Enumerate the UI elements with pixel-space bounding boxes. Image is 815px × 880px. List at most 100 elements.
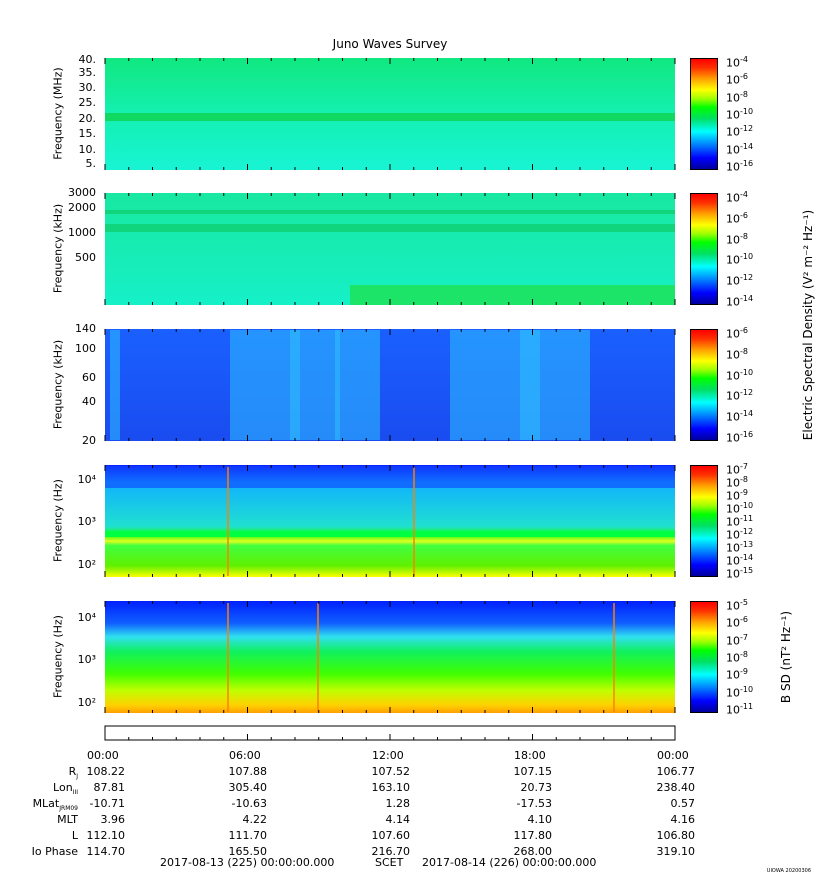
time-label: 00:00	[87, 749, 119, 762]
ephemeris-value: 216.70	[371, 845, 411, 858]
ephemeris-row-label: L	[71, 829, 78, 842]
colorbar-tick: 10-7	[726, 632, 748, 648]
colorbar-tick: 10-14	[726, 409, 754, 424]
colorbar-2	[690, 193, 718, 305]
band-35mhz	[105, 78, 675, 81]
ephemeris-row-label: Io Phase	[31, 845, 78, 858]
ephemeris-value: 305.40	[228, 781, 268, 794]
ephemeris-value: 87.81	[93, 781, 126, 794]
ephemeris-value: 1.28	[385, 797, 411, 810]
colorbar-tick: 10-9	[726, 667, 748, 682]
lowfreq-rise	[350, 285, 675, 305]
ephemeris-value: -17.53	[516, 797, 552, 810]
ephemeris-value: 4.10	[527, 813, 553, 826]
ephemeris-value: 268.00	[513, 845, 553, 858]
heatmap-panel-5	[105, 601, 675, 713]
colorbar-tick: 10-8	[726, 346, 748, 362]
ephemeris-value: 163.10	[371, 781, 411, 794]
y-tick-label: 20	[82, 434, 96, 447]
y-tick-label: 500	[75, 251, 96, 264]
scet-label: SCET	[375, 856, 404, 869]
y-tick-label: 25.	[78, 96, 97, 109]
ephemeris-value: 107.88	[228, 765, 268, 778]
band-2200khz	[105, 210, 675, 214]
y-tick-label: 5.	[85, 157, 97, 170]
ephemeris-value: 108.22	[86, 765, 126, 778]
ephemeris-value: -10.63	[231, 797, 267, 810]
ephemeris-value: 165.50	[228, 845, 268, 858]
band-1100khz	[105, 224, 675, 232]
ephemeris-value: 0.57	[670, 797, 696, 810]
colorbar-label-magnetic: B SD (nT² Hz⁻¹)	[779, 610, 793, 704]
colorbar-tick: 10-6	[726, 615, 748, 630]
colorbar-tick: 10-10	[726, 252, 754, 268]
burst-0	[110, 330, 120, 440]
y-tick-label: 2000	[68, 201, 96, 214]
colorbar-tick: 10-14	[726, 141, 754, 157]
colorbar-3	[690, 329, 718, 441]
colorbar-tick: 10-8	[726, 89, 748, 105]
time-label: 00:00	[657, 749, 689, 762]
y-tick-label: 10³	[77, 653, 96, 666]
colorbar-tick: 10-6	[726, 210, 748, 226]
colorbar-tick: 10-8	[726, 231, 748, 247]
y-tick-label: 1000	[68, 226, 96, 239]
ephemeris-value: 3.96	[100, 813, 126, 826]
colorbar-tick: 10-14	[726, 294, 754, 309]
ephemeris-value: 117.80	[513, 829, 553, 842]
ephemeris-value: 4.14	[385, 813, 411, 826]
burst-5	[520, 330, 590, 440]
colorbar-tick: 10-12	[726, 273, 754, 288]
colorbar-tick: 10-7	[726, 462, 748, 477]
band-21mhz	[105, 113, 675, 121]
y-tick-label: 40.	[78, 53, 97, 66]
time-label: 06:00	[229, 749, 261, 762]
colorbar-tick: 10-5	[726, 598, 748, 613]
ephemeris-value: 107.15	[513, 765, 553, 778]
ephemeris-value: 20.73	[520, 781, 553, 794]
colorbar-5	[690, 601, 718, 713]
ephemeris-row-label: LonIII	[53, 781, 78, 797]
ephemeris-value: 107.52	[371, 765, 411, 778]
colorbar-tick: 10-8	[726, 650, 748, 665]
footer-stamp: UIOWA 20200306	[766, 868, 811, 874]
colorbar-tick: 10-6	[726, 72, 748, 87]
y-tick-label: 10²	[77, 696, 96, 709]
ephemeris-value: 106.80	[656, 829, 696, 842]
colorbar-1	[690, 58, 718, 170]
y-tick-label: 10⁴	[77, 473, 96, 486]
y-tick-label: 15.	[78, 127, 97, 140]
colorbar-tick: 10-8	[726, 475, 748, 490]
colorbar-tick: 10-12	[726, 388, 754, 404]
colorbar-tick: 10-15	[726, 566, 754, 581]
upper-blue	[105, 466, 675, 488]
ephemeris-value: 4.22	[242, 813, 268, 826]
ephemeris-value: 112.10	[86, 829, 126, 842]
y-tick-label: 10³	[77, 515, 96, 528]
colorbar-tick: 10-16	[726, 430, 754, 445]
chart-title: Juno Waves Survey	[332, 37, 448, 51]
ephemeris-value: 238.40	[656, 781, 696, 794]
ephemeris-value: 106.77	[656, 765, 696, 778]
colorbar-tick: 10-10	[726, 367, 754, 383]
colorbar-tick: 10-10	[726, 684, 754, 700]
burst-2	[290, 330, 340, 440]
scet-end: 2017-08-14 (226) 00:00:00.000	[422, 856, 597, 869]
colorbar-tick: 10-10	[726, 501, 754, 516]
ephemeris-row-label: MLT	[57, 813, 78, 826]
y-tick-label: 10⁴	[77, 611, 96, 624]
colorbar-tick: 10-13	[726, 540, 754, 555]
colorbar-tick: 10-14	[726, 553, 754, 568]
ephemeris-row-label: MLatJRM09	[32, 797, 78, 813]
ephemeris-value: 4.16	[670, 813, 696, 826]
y-tick-label: 3000	[68, 186, 96, 199]
y-tick-label: 140	[75, 322, 96, 335]
scet-start: 2017-08-13 (225) 00:00:00.000	[160, 856, 335, 869]
colorbar-tick: 10-12	[726, 527, 754, 542]
y-tick-label: 40	[82, 395, 96, 408]
colorbar-label-electric: Electric Spectral Density (V² m⁻² Hz⁻¹)	[801, 209, 815, 441]
colorbar-tick: 10-11	[726, 514, 754, 529]
colorbar-tick: 10-12	[726, 124, 754, 139]
y-tick-label: 20.	[78, 112, 97, 125]
colorbar-tick: 10-10	[726, 107, 754, 122]
